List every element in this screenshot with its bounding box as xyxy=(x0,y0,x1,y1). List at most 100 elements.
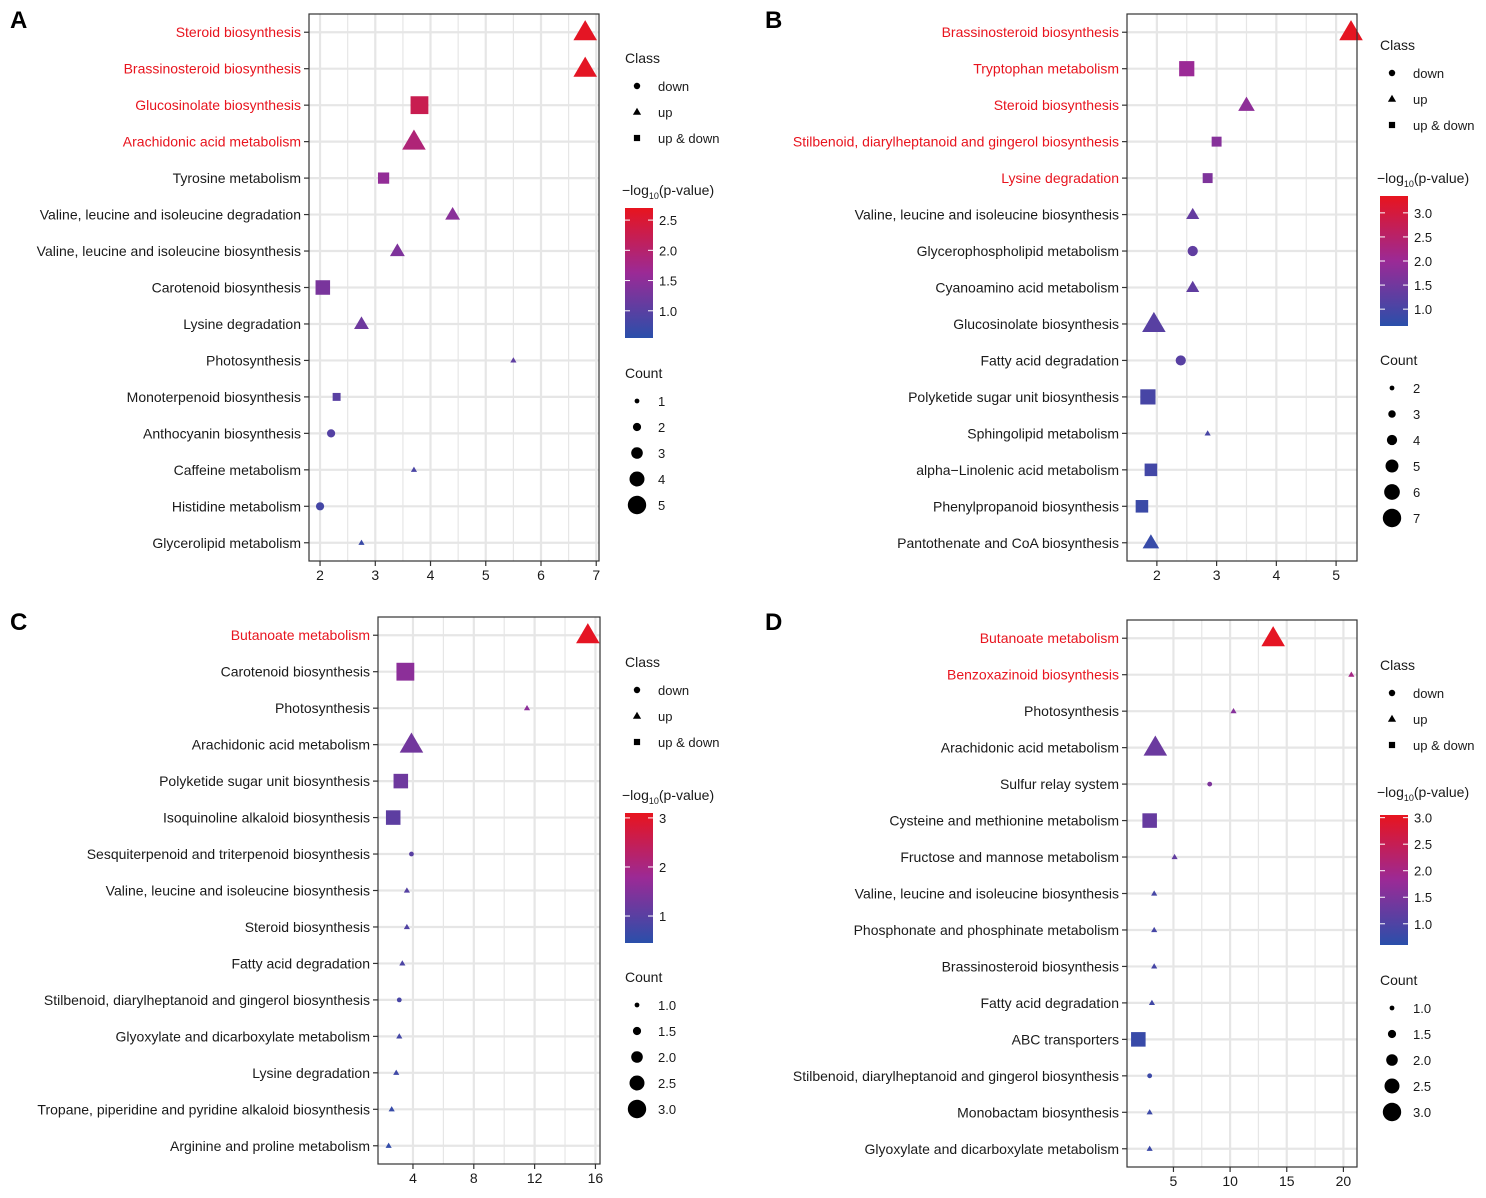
colorbar-tick-label: 2.5 xyxy=(659,213,677,228)
legend-colorbar xyxy=(625,813,653,943)
plot-border xyxy=(1126,619,1358,1168)
legend-count-label: 2.0 xyxy=(658,1050,676,1065)
legend: Class down up up & down −log10(p-value) 1.0 1.… xyxy=(1377,37,1474,528)
point-valine-leucine-and-isoleucine-biosynthesis xyxy=(389,243,405,257)
legend-class-down-icon xyxy=(633,82,641,90)
legend-count-label: 3 xyxy=(658,446,665,461)
legend-count-marker xyxy=(632,1026,642,1036)
gridlines xyxy=(1127,620,1357,1167)
x-axis: 2 3 4 5 6 7 xyxy=(316,561,600,583)
legend-count-marker xyxy=(629,471,645,487)
pathway-label-sphingolipid-metabolism: Sphingolipid metabolism xyxy=(967,425,1119,441)
point-steroid-biosynthesis xyxy=(403,923,410,930)
point-fructose-and-mannose-metabolism xyxy=(1171,853,1178,860)
point-lysine-degradation xyxy=(393,1069,400,1075)
legend-count-marker xyxy=(627,1099,647,1119)
point-glucosinolate-biosynthesis xyxy=(1142,311,1166,333)
pathway-label-photosynthesis: Photosynthesis xyxy=(1024,703,1119,719)
y-axis-labels: Brassinosteroid biosynthesis Tryptophan m… xyxy=(793,24,1127,551)
point-carotenoid-biosynthesis xyxy=(315,280,331,295)
x-tick-label: 5 xyxy=(482,567,490,583)
legend-count-title: Count xyxy=(1380,352,1417,368)
pathway-label-fatty-acid-degradation: Fatty acid degradation xyxy=(980,352,1119,368)
legend-class-up: up xyxy=(658,709,672,724)
colorbar-tick-label: 2.5 xyxy=(1414,837,1432,852)
panel-a: A Steroid biosynthesis Brassinosteroid bio… xyxy=(10,7,719,583)
point-brassinosteroid-biosynthesis xyxy=(573,56,597,77)
point-valine-leucine-and-isoleucine-degradation xyxy=(445,206,461,220)
point-lysine-degradation xyxy=(354,316,369,330)
point-polyketide-sugar-unit-biosynthesis xyxy=(393,773,409,789)
pathway-label-glyoxylate-and-dicarboxylate-metabolism: Glyoxylate and dicarboxylate metabolism xyxy=(865,1141,1119,1157)
colorbar-tick-label: 3.0 xyxy=(1414,811,1432,826)
colorbar-tick-label: 2.0 xyxy=(1414,254,1432,269)
legend-count-marker xyxy=(1385,459,1399,473)
data-points xyxy=(385,623,600,1148)
legend-count-label: 2.5 xyxy=(658,1076,676,1091)
legend-count-marker xyxy=(632,422,642,432)
pathway-label-tyrosine-metabolism: Tyrosine metabolism xyxy=(173,170,301,186)
pathway-label-arginine-and-proline-metabolism: Arginine and proline metabolism xyxy=(170,1138,370,1154)
legend-color-title: −log10(p-value) xyxy=(1377,784,1469,803)
legend: Class down up up & down −log10(p-value) 1 2 3 Co… xyxy=(622,654,719,1119)
pathway-label-stilbenoid-diarylheptanoid-and-gingerol-biosynthesis: Stilbenoid, diarylheptanoid and gingerol… xyxy=(793,1068,1119,1084)
legend-count-label: 1.0 xyxy=(1413,1001,1431,1016)
x-tick-label: 6 xyxy=(537,567,545,583)
colorbar-tick-label: 1.0 xyxy=(1414,917,1432,932)
legend-count-marker xyxy=(1387,1029,1397,1039)
pathway-label-arachidonic-acid-metabolism: Arachidonic acid metabolism xyxy=(941,740,1119,756)
pathway-label-tryptophan-metabolism: Tryptophan metabolism xyxy=(973,61,1119,77)
legend-count-label: 2 xyxy=(658,420,665,435)
point-tyrosine-metabolism xyxy=(377,172,390,184)
pathway-label-sesquiterpenoid-and-triterpenoid-biosynthesis: Sesquiterpenoid and triterpenoid biosynt… xyxy=(87,846,370,862)
legend-color-title: −log10(p-value) xyxy=(622,182,714,201)
y-axis-labels: Butanoate metabolism Benzoxazinoid biosyn… xyxy=(793,630,1127,1157)
pathway-label-polyketide-sugar-unit-biosynthesis: Polyketide sugar unit biosynthesis xyxy=(159,773,370,789)
pathway-label-photosynthesis: Photosynthesis xyxy=(275,700,370,716)
legend-class-up-down-icon xyxy=(1388,741,1396,749)
colorbar-tick-label: 2 xyxy=(659,860,666,875)
point-photosynthesis xyxy=(510,357,517,363)
pathway-label-arachidonic-acid-metabolism: Arachidonic acid metabolism xyxy=(192,737,370,753)
point-carotenoid-biosynthesis xyxy=(396,662,415,681)
pathway-label-fructose-and-mannose-metabolism: Fructose and mannose metabolism xyxy=(900,849,1119,865)
pathway-label-phosphonate-and-phosphinate-metabolism: Phosphonate and phosphinate metabolism xyxy=(854,922,1119,938)
gridlines xyxy=(309,14,599,561)
pathway-label-fatty-acid-degradation: Fatty acid degradation xyxy=(231,955,370,971)
point-glucosinolate-biosynthesis xyxy=(410,96,429,115)
legend-class-up-down-icon xyxy=(1388,121,1396,129)
point-valine-leucine-and-isoleucine-biosynthesis xyxy=(403,887,410,893)
legend-class-down-icon xyxy=(633,686,641,694)
legend-count-label: 2.5 xyxy=(1413,1079,1431,1094)
legend-colorbar xyxy=(625,208,653,338)
legend-class-title: Class xyxy=(625,654,660,670)
colorbar-tick-label: 1.5 xyxy=(1414,278,1432,293)
colorbar-tick-label: 3.0 xyxy=(1414,206,1432,221)
legend-class-title: Class xyxy=(625,50,660,66)
pathway-label-phenylpropanoid-biosynthesis: Phenylpropanoid biosynthesis xyxy=(933,498,1119,514)
pathway-label-glycerophospholipid-metabolism: Glycerophospholipid metabolism xyxy=(917,243,1119,259)
legend-class-title: Class xyxy=(1380,657,1415,673)
legend-count-label: 3.0 xyxy=(1413,1105,1431,1120)
point-phosphonate-and-phosphinate-metabolism xyxy=(1151,926,1158,933)
pathway-label-brassinosteroid-biosynthesis: Brassinosteroid biosynthesis xyxy=(124,61,301,77)
point-arachidonic-acid-metabolism xyxy=(402,129,426,150)
legend-colorbar xyxy=(1380,815,1408,945)
pathway-label-steroid-biosynthesis: Steroid biosynthesis xyxy=(176,24,301,40)
x-axis: 2 3 4 5 xyxy=(1153,561,1340,583)
point-pantothenate-and-coa-biosynthesis xyxy=(1142,534,1160,549)
legend-count-title: Count xyxy=(625,365,662,381)
point-alpha-linolenic-acid-metabolism xyxy=(1144,463,1158,477)
legend-class-up: up xyxy=(1413,92,1427,107)
colorbar-tick-label: 1.0 xyxy=(1414,302,1432,317)
point-isoquinoline-alkaloid-biosynthesis xyxy=(385,810,401,825)
point-phenylpropanoid-biosynthesis xyxy=(1135,500,1149,513)
legend-count-label: 1.5 xyxy=(658,1024,676,1039)
legend-count-marker xyxy=(1389,1005,1395,1011)
legend-count-label: 2 xyxy=(1413,381,1420,396)
x-tick-label: 2 xyxy=(1153,567,1161,583)
point-sulfur-relay-system xyxy=(1207,781,1213,787)
legend-count-title: Count xyxy=(1380,972,1417,988)
pathway-label-fatty-acid-degradation: Fatty acid degradation xyxy=(980,995,1119,1011)
pathway-label-histidine-metabolism: Histidine metabolism xyxy=(172,498,301,514)
